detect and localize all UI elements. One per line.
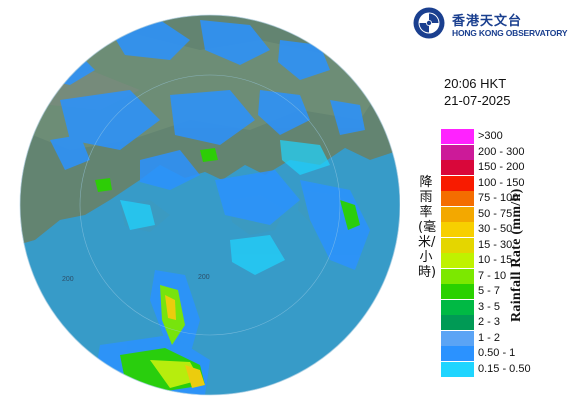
legend-label: 3 - 5: [478, 300, 501, 313]
range-ring-label: 200: [62, 276, 74, 283]
radar-coverage: [20, 15, 400, 395]
side-panel: 香港天文台 HONG KONG OBSERVATORY 20:06 HKT 21…: [400, 0, 577, 400]
legend-row: 1 - 2: [441, 330, 576, 346]
legend-row: >300: [441, 129, 576, 144]
legend-row: 200 - 300: [441, 144, 576, 160]
legend-row: 0.15 - 0.50: [441, 361, 576, 377]
legend-row: 0.50 - 1: [441, 346, 576, 361]
legend-swatch: [441, 129, 474, 144]
legend-swatch: [441, 299, 474, 315]
range-ring-label: 200: [198, 274, 210, 281]
legend-swatch: [441, 361, 474, 377]
legend-label: 1 - 2: [478, 331, 501, 344]
radar-map-graphic: [19, 14, 400, 396]
radar-map: 200 200 © Hong Kong Observatory: [19, 14, 400, 396]
hko-emblem-icon: [413, 7, 445, 39]
legend-swatch: [441, 315, 474, 330]
legend-swatch: [441, 191, 474, 206]
legend-swatch: [441, 268, 474, 284]
legend-label: 0.50 - 1: [478, 347, 516, 359]
legend-swatch: [441, 284, 474, 299]
legend-swatch: [441, 253, 474, 268]
legend-swatch: [441, 206, 474, 222]
legend-label: 2 - 3: [478, 316, 501, 328]
legend-swatch: [441, 160, 474, 175]
legend-unit-zh: 降雨率(毫米/小時): [418, 175, 437, 280]
legend-unit-en: Rainfall Rate (mm/h): [509, 188, 524, 322]
copyright-notice: © Hong Kong Observatory: [270, 385, 376, 395]
legend-row: 3 - 5: [441, 299, 576, 315]
legend-swatch: [441, 237, 474, 253]
logo-name-en: HONG KONG OBSERVATORY: [452, 28, 568, 38]
report-date: 21-07-2025: [444, 93, 511, 108]
legend-row: 100 - 150: [441, 175, 576, 191]
legend-row: 2 - 3: [441, 315, 576, 330]
legend-label: 5 - 7: [478, 285, 501, 297]
legend-label: 7 - 10: [478, 269, 507, 282]
legend-row: 15 - 30: [441, 237, 576, 253]
legend-label: >300: [478, 130, 503, 142]
legend-swatch: [441, 330, 474, 346]
legend-label: 50 - 75: [478, 207, 513, 220]
legend-swatch: [441, 175, 474, 191]
legend-label: 30 - 50: [478, 223, 513, 235]
legend-row: 10 - 15: [441, 253, 576, 268]
legend-row: 7 - 10: [441, 268, 576, 284]
report-time: 20:06 HKT: [444, 76, 507, 91]
legend-label: 200 - 300: [478, 145, 525, 158]
legend-swatch: [441, 222, 474, 237]
legend-swatch: [441, 346, 474, 361]
legend-label: 0.15 - 0.50: [478, 362, 531, 375]
legend-row: 150 - 200: [441, 160, 576, 175]
hko-logo: 香港天文台 HONG KONG OBSERVATORY: [412, 6, 572, 40]
legend-label: 150 - 200: [478, 161, 525, 173]
legend-label: 75 - 100: [478, 192, 519, 204]
legend-row: 5 - 7: [441, 284, 576, 299]
legend-label: 100 - 150: [478, 176, 525, 189]
logo-name-zh: 香港天文台: [452, 14, 523, 29]
legend-label: 10 - 15: [478, 254, 513, 266]
legend-row: 75 - 100: [441, 191, 576, 206]
legend-label: 15 - 30: [478, 238, 513, 251]
legend-row: 30 - 50: [441, 222, 576, 237]
legend-row: 50 - 75: [441, 206, 576, 222]
legend-swatch: [441, 144, 474, 160]
